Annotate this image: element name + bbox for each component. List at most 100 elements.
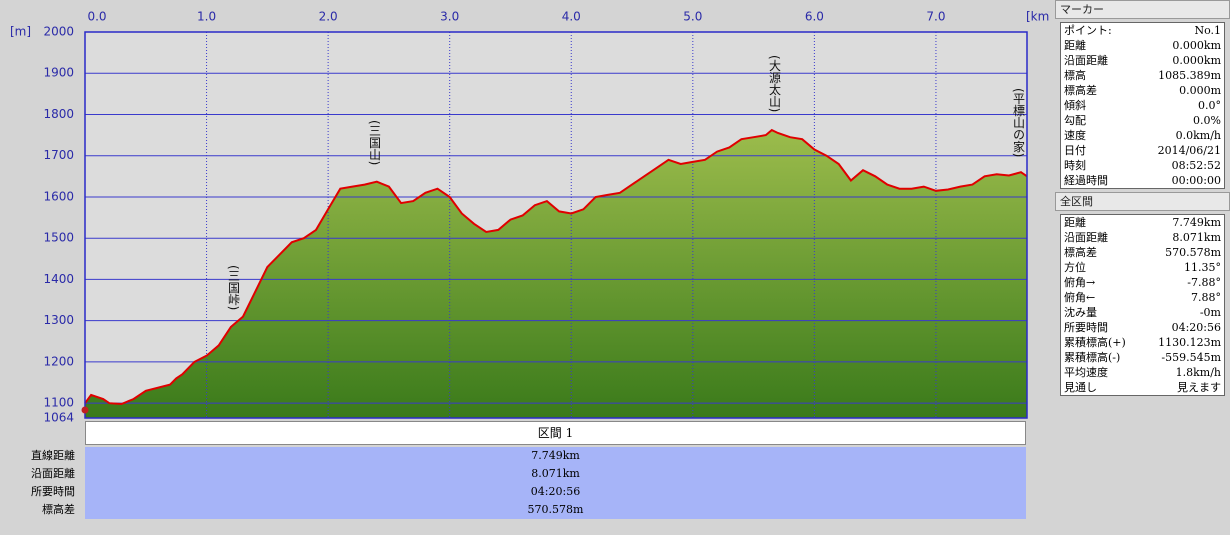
y-tick-label: 1400	[43, 272, 74, 286]
y-tick-label: 1200	[43, 354, 74, 368]
row-label: 沿面距離	[1064, 231, 1108, 244]
panel-title: 全区間	[1055, 192, 1230, 211]
row-label: 標高差	[42, 503, 75, 516]
row-label: 速度	[1064, 129, 1086, 142]
row-label: 見通し	[1064, 381, 1097, 394]
row-value: 00:00:00	[1171, 174, 1221, 187]
row-value: 1130.123m	[1158, 336, 1221, 349]
row-value: 04:20:56	[1171, 321, 1221, 334]
y-tick-label: 1600	[43, 189, 74, 203]
row-label: 直線距離	[31, 449, 75, 462]
position-marker	[81, 406, 89, 414]
panel-row: 俯角→ -7.88°	[1061, 275, 1224, 290]
panel-row: 累積標高(+) 1130.123m	[1061, 335, 1224, 350]
row-label: 距離	[1064, 216, 1086, 229]
y-tick-label: 1300	[43, 313, 74, 327]
row-label: 沈み量	[1064, 306, 1097, 319]
y-tick-label: 1900	[43, 66, 74, 80]
x-tick-label: 3.0	[440, 10, 459, 24]
section-header: 区間 1	[85, 421, 1026, 445]
row-value: 8.071km	[1172, 231, 1221, 244]
y-tick-label: 1064	[43, 411, 74, 425]
panel-row: 経過時間 00:00:00	[1061, 173, 1224, 188]
row-label: 距離	[1064, 39, 1086, 52]
x-tick-label: 6.0	[805, 10, 824, 24]
panel-table: 距離 7.749km 沿面距離 8.071km 標高差 570.578m 方位 11.35° 俯…	[1060, 214, 1225, 396]
x-unit: [km]	[1026, 10, 1050, 24]
plot-border	[84, 31, 1028, 419]
panel-table: ポイント: No.1 距離 0.000km 沿面距離 0.000km 標高 1085.389m…	[1060, 22, 1225, 189]
y-tick-label: 2000	[43, 25, 74, 39]
row-value: 0.000m	[1179, 84, 1221, 97]
row-label: 日付	[1064, 144, 1086, 157]
row-value: 570.578m	[85, 501, 1026, 519]
total-panel: 全区間 距離 7.749km 沿面距離 8.071km 標高差 570.578m 方位 11.…	[1055, 192, 1230, 396]
row-value: 見えます	[1177, 381, 1221, 394]
panel-row: 見通し 見えます	[1061, 380, 1224, 395]
x-tick-label: 1.0	[197, 10, 216, 24]
row-label: 平均速度	[1064, 366, 1108, 379]
row-label: 沿面距離	[1064, 54, 1108, 67]
y-unit: [m]	[10, 25, 31, 39]
row-label: 沿面距離	[31, 467, 75, 480]
row-value: 04:20:56	[85, 483, 1026, 501]
row-value: 1085.389m	[1158, 69, 1221, 82]
row-value: No.1	[1194, 24, 1221, 37]
panel-row: 所要時間 04:20:56	[1061, 320, 1224, 335]
row-label: 標高	[1064, 69, 1086, 82]
row-label: 標高差	[1064, 84, 1097, 97]
row-value: 0.0%	[1193, 114, 1221, 127]
row-value: -559.545m	[1161, 351, 1221, 364]
waypoint-label: (三国峠)	[227, 265, 241, 310]
panel-row: 標高 1085.389m	[1061, 68, 1224, 83]
panel-row: 沿面距離 0.000km	[1061, 53, 1224, 68]
row-value: -7.88°	[1187, 276, 1221, 289]
panel-row: 時刻 08:52:52	[1061, 158, 1224, 173]
x-tick-label: 5.0	[683, 10, 702, 24]
panel-row: 方位 11.35°	[1061, 260, 1224, 275]
marker-panel: マーカー ポイント: No.1 距離 0.000km 沿面距離 0.000km 標高 1085…	[1055, 0, 1230, 189]
row-value: 7.749km	[1172, 216, 1221, 229]
panel-row: ポイント: No.1	[1061, 23, 1224, 38]
waypoint-label: (三国山)	[368, 120, 382, 165]
terrain-area	[85, 130, 1027, 418]
row-label: 所要時間	[1064, 321, 1108, 334]
panel-row: 距離 7.749km	[1061, 215, 1224, 230]
panel-row: 平均速度 1.8km/h	[1061, 365, 1224, 380]
panel-row: 標高差 0.000m	[1061, 83, 1224, 98]
track-line	[84, 128, 1028, 406]
row-value: 0.000km	[1172, 54, 1221, 67]
panel-row: 標高差 570.578m	[1061, 245, 1224, 260]
row-value: 0.0km/h	[1175, 129, 1221, 142]
panel-title: マーカー	[1055, 0, 1230, 19]
row-value: 7.88°	[1191, 291, 1221, 304]
y-tick-label: 1800	[43, 107, 74, 121]
row-value: -0m	[1199, 306, 1221, 319]
y-tick-label: 1100	[43, 396, 74, 410]
row-label: 俯角←	[1064, 291, 1096, 304]
x-tick-label: 0.0	[87, 10, 106, 24]
panel-row: 沿面距離 8.071km	[1061, 230, 1224, 245]
row-label: 所要時間	[31, 485, 75, 498]
row-label: 時刻	[1064, 159, 1086, 172]
panel-row: 距離 0.000km	[1061, 38, 1224, 53]
panel-row: 累積標高(-) -559.545m	[1061, 350, 1224, 365]
row-value: 2014/06/21	[1157, 144, 1221, 157]
y-tick-label: 1700	[43, 148, 74, 162]
row-label: 経過時間	[1064, 174, 1108, 187]
row-label: 傾斜	[1064, 99, 1086, 112]
row-value: 0.0°	[1198, 99, 1221, 112]
row-label: 標高差	[1064, 246, 1097, 259]
panel-row: 傾斜 0.0°	[1061, 98, 1224, 113]
row-label: 勾配	[1064, 114, 1086, 127]
x-tick-label: 7.0	[926, 10, 945, 24]
row-value: 570.578m	[1165, 246, 1221, 259]
panel-row: 沈み量 -0m	[1061, 305, 1224, 320]
row-value: 0.000km	[1172, 39, 1221, 52]
panel-row: 俯角← 7.88°	[1061, 290, 1224, 305]
row-value: 7.749km	[85, 447, 1026, 465]
panel-row: 日付 2014/06/21	[1061, 143, 1224, 158]
y-tick-label: 1500	[43, 231, 74, 245]
row-label: ポイント:	[1064, 24, 1112, 37]
